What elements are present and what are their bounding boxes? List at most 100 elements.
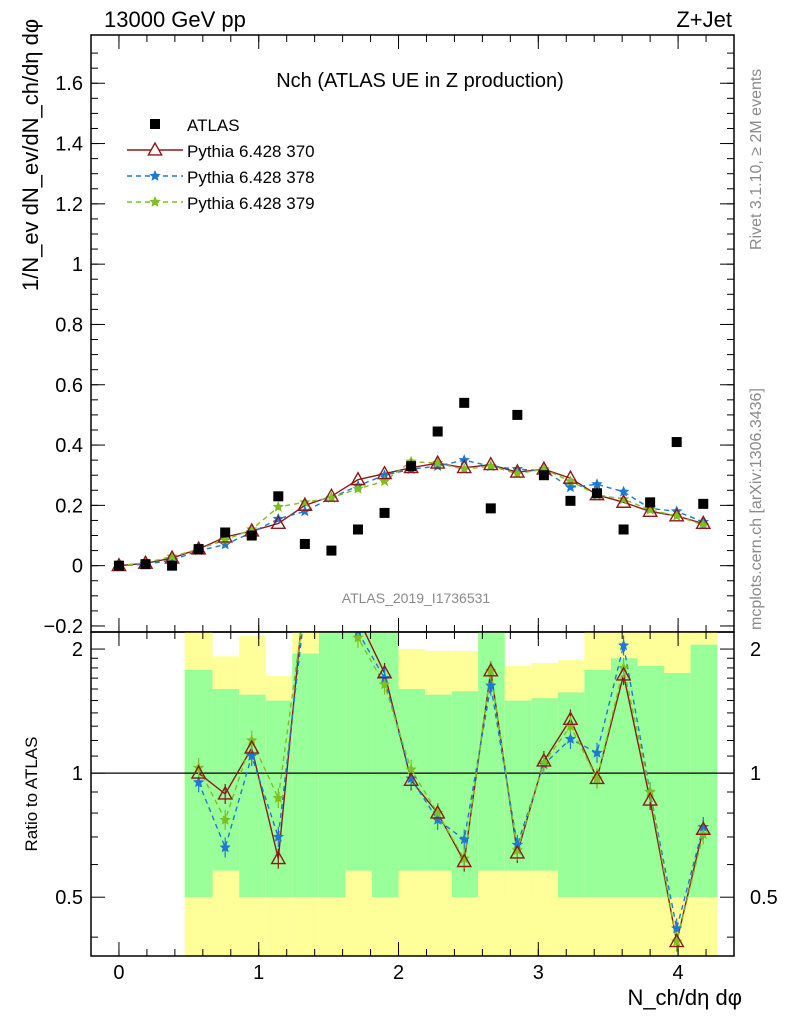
atlas-point — [246, 530, 257, 541]
ratio-x-tick-label: 0 — [113, 962, 124, 984]
legend-atlas-marker — [150, 119, 160, 129]
legend-marker — [149, 196, 161, 207]
p378-point — [591, 478, 603, 490]
band-green — [610, 658, 638, 898]
mcplots-label: mcplots.cern.ch [arXiv:1306.3436] — [748, 388, 765, 630]
ratio-y-tick-label-right: 1 — [750, 763, 761, 785]
y-tick-label: 0.4 — [55, 435, 83, 457]
ratio-y-tick-label: 2 — [72, 639, 83, 661]
p379-point — [325, 491, 338, 503]
ratio-p379-point — [219, 813, 231, 825]
main-panel: −0.2 0 0.2 0.4 0.6 0.8 1 1.2 1.4 1.6 Nch (ATLAS U… — [18, 19, 735, 638]
ratio-p379-point — [352, 632, 364, 643]
p379-point — [378, 475, 391, 487]
ratio-p378-point — [564, 733, 577, 744]
ratio-p378-point — [671, 922, 683, 934]
ratio-p370-point — [695, 821, 712, 836]
ratio-marks — [190, 603, 712, 952]
atlas-point — [406, 461, 417, 472]
y-tick-label: 1.6 — [55, 73, 83, 95]
ratio-p370-point — [243, 739, 260, 754]
atlas-point — [698, 498, 709, 509]
ratio-x-tick-label: 2 — [393, 962, 404, 984]
p379-point — [272, 500, 284, 512]
ratio-p379-point — [432, 807, 444, 818]
ratio-x-tick-label: 1 — [253, 962, 264, 984]
ratio-p370-point — [615, 666, 632, 681]
ratio-p378-point — [485, 679, 497, 691]
legend-label: Pythia 6.428 378 — [187, 168, 315, 187]
p370-point — [456, 459, 473, 474]
band-green — [318, 632, 346, 898]
ratio-panel: 0.5 0.5 1 1 2 2 0 1 2 3 4 Ratio to ATLAS N_ch/dη d… — [22, 603, 778, 1010]
rivet-label: Rivet 3.1.10, ≥ 2M events — [748, 69, 765, 250]
p379-point — [671, 509, 683, 521]
ratio-y-tick-label-right: 0.5 — [750, 887, 778, 909]
p370-point — [615, 493, 632, 508]
p379-point — [564, 475, 577, 487]
atlas-point — [220, 527, 231, 538]
ratio-p378-point — [697, 821, 709, 832]
p370-point — [482, 456, 499, 471]
header-right: Z+Jet — [676, 7, 732, 32]
ratio-p370-point — [509, 844, 526, 859]
band-green — [637, 665, 665, 898]
atlas-point — [565, 495, 576, 506]
ratio-p370-point — [270, 850, 287, 865]
ratio-y-tick-label-right: 2 — [750, 639, 761, 661]
p378-point — [617, 485, 630, 497]
p379-point — [166, 550, 178, 562]
header-left: 13000 GeV pp — [104, 7, 246, 32]
main-marks — [111, 397, 712, 572]
y-tick-label: 0.2 — [55, 495, 83, 517]
ratio-p370-point — [351, 611, 364, 623]
atlas-point — [167, 560, 178, 571]
atlas-point — [618, 524, 629, 535]
y-tick-label: 0.8 — [55, 314, 83, 336]
atlas-point — [379, 507, 390, 518]
ratio-p378-point — [591, 746, 603, 758]
atlas-point — [113, 560, 124, 571]
atlas-point — [538, 470, 549, 481]
ratio-p378-point — [405, 772, 417, 784]
p370-point — [297, 496, 313, 511]
p370-point — [376, 465, 393, 480]
p370-point — [429, 454, 446, 469]
legend-marker — [147, 141, 163, 156]
p370-point — [270, 515, 287, 530]
ratio-p379-point — [591, 772, 603, 784]
p379-point — [352, 482, 364, 494]
y-tick-label: 1.2 — [55, 194, 83, 216]
p379-point — [644, 503, 656, 515]
ratio-p379-point — [564, 720, 577, 731]
ratio-p379-point — [538, 756, 550, 768]
atlas-point — [193, 544, 204, 555]
ratio-p378-point — [192, 776, 205, 788]
plot-title: Nch (ATLAS UE in Z production) — [276, 70, 564, 92]
ratio-p379-point — [272, 792, 284, 803]
legend-marker — [149, 170, 161, 181]
series-line-3 — [118, 460, 704, 567]
ratio-line-2 — [197, 632, 704, 942]
ratio-y-tick-label: 1 — [72, 763, 83, 785]
ratio-p378-point — [432, 813, 444, 825]
p370-point — [562, 469, 579, 484]
y-tick-label: 0.6 — [55, 375, 83, 397]
band-yellow-low — [478, 870, 505, 956]
band-green — [664, 672, 691, 898]
atlas-point — [273, 491, 284, 502]
band-yellow-low — [504, 870, 532, 956]
p378-point — [219, 538, 231, 550]
band-green — [345, 632, 372, 898]
ratio-p378-point — [246, 750, 258, 761]
p379-point — [697, 519, 709, 530]
ratio-xlabel: N_ch/dη dφ — [627, 985, 742, 1010]
atlas-point — [326, 545, 337, 556]
ratio-p378-point — [299, 603, 310, 614]
band-green — [531, 698, 558, 898]
p370-point — [509, 463, 526, 478]
band-yellow-low — [531, 870, 558, 956]
ratio-y-tick-label: 0.5 — [55, 887, 83, 909]
ratio-p370-point — [668, 933, 685, 948]
